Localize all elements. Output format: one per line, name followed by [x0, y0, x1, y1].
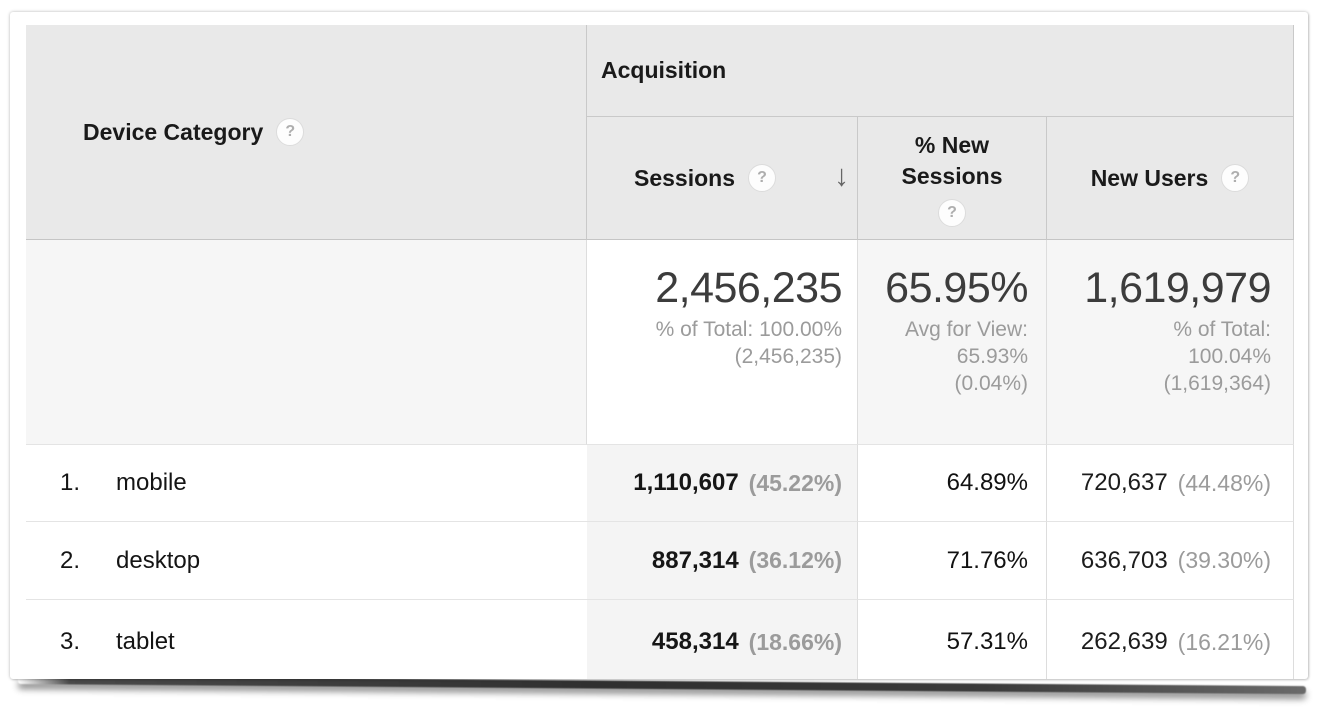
percent-new-sessions-note-line1: Avg for View:	[905, 318, 1028, 342]
percent-new-sessions-label-line2: Sessions	[901, 162, 1003, 189]
percent-new-sessions-total: 65.95%	[885, 264, 1028, 312]
row-desktop-label-cell[interactable]: 2. desktop	[26, 522, 587, 600]
percent-new-sessions-value: 71.76%	[946, 546, 1028, 574]
row-index: 2.	[60, 546, 81, 574]
row-desktop-sessions-cell: 887,314 (36.12%)	[587, 522, 858, 600]
row-index: 1.	[60, 469, 81, 496]
new-users-percent: (16.21%)	[1177, 628, 1271, 655]
summary-percent-new-sessions-cell: 65.95% Avg for View: 65.93% (0.04%)	[858, 240, 1047, 445]
row-mobile-sessions-cell: 1,110,607 (45.22%)	[587, 445, 858, 522]
row-tablet-label-cell[interactable]: 3. tablet	[26, 600, 587, 679]
device-category-header[interactable]: Device Category ?	[26, 25, 587, 240]
row-desktop-percent-new-sessions-cell: 71.76%	[858, 522, 1047, 600]
new-users-note-line3: (1,619,364)	[1163, 372, 1271, 396]
percent-new-sessions-value: 64.89%	[946, 469, 1028, 496]
new-users-note-line2: 100.04%	[1188, 345, 1271, 369]
summary-empty-cell	[26, 240, 587, 445]
summary-sessions-cell: 2,456,235 % of Total: 100.00% (2,456,235…	[587, 240, 858, 445]
new-users-percent: (44.48%)	[1177, 469, 1271, 496]
new-users-total: 1,619,979	[1084, 264, 1271, 312]
acquisition-group-label: Acquisition	[601, 57, 727, 83]
new-users-value: 636,703	[1080, 546, 1168, 574]
sessions-total-note-line2: (2,456,235)	[734, 345, 842, 369]
device-label[interactable]: mobile	[116, 469, 187, 496]
acquisition-group-header: Acquisition	[587, 25, 1294, 117]
row-index: 3.	[60, 628, 81, 655]
sessions-total-note-line1: % of Total: 100.00%	[655, 318, 842, 342]
new-users-percent: (39.30%)	[1177, 547, 1271, 573]
sessions-header-label: Sessions	[634, 164, 735, 191]
new-users-value: 262,639	[1080, 628, 1168, 655]
analytics-report-card: Device Category ? Acquisition Sessions ?…	[10, 12, 1308, 679]
device-label[interactable]: desktop	[116, 546, 201, 574]
help-icon[interactable]: ?	[938, 198, 966, 227]
sessions-percent: (18.66%)	[748, 628, 842, 655]
new-users-header-label: New Users	[1090, 164, 1209, 191]
new-users-value: 720,637	[1080, 469, 1168, 496]
new-users-note-line1: % of Total:	[1173, 318, 1271, 342]
percent-new-sessions-value: 57.31%	[946, 628, 1028, 655]
summary-new-users-cell: 1,619,979 % of Total: 100.04% (1,619,364…	[1047, 240, 1294, 445]
row-desktop-new-users-cell: 636,703 (39.30%)	[1047, 522, 1294, 600]
help-icon[interactable]: ?	[748, 164, 776, 192]
row-mobile-new-users-cell: 720,637 (44.48%)	[1047, 445, 1294, 522]
sessions-percent: (36.12%)	[748, 547, 842, 573]
sort-descending-arrow-icon[interactable]: ↓	[834, 159, 849, 193]
device-label[interactable]: tablet	[116, 628, 175, 655]
percent-new-sessions-note-line2: 65.93%	[956, 345, 1028, 369]
row-tablet-sessions-cell: 458,314 (18.66%)	[587, 600, 858, 679]
row-mobile-label-cell[interactable]: 1. mobile	[26, 445, 587, 522]
device-category-header-label: Device Category	[83, 118, 264, 145]
percent-new-sessions-label-line1: % New	[914, 131, 990, 158]
sessions-total: 2,456,235	[655, 264, 842, 312]
row-tablet-percent-new-sessions-cell: 57.31%	[858, 600, 1047, 679]
percent-new-sessions-column-header[interactable]: % New Sessions ?	[858, 117, 1047, 240]
sessions-value: 887,314	[651, 546, 739, 574]
new-users-column-header[interactable]: New Users ?	[1047, 117, 1294, 240]
sessions-percent: (45.22%)	[748, 469, 842, 496]
sessions-value: 458,314	[651, 628, 739, 655]
sessions-value: 1,110,607	[633, 469, 739, 496]
device-category-table: Device Category ? Acquisition Sessions ?…	[26, 25, 1294, 679]
sessions-column-header[interactable]: Sessions ? ↓	[587, 117, 858, 240]
help-icon[interactable]: ?	[276, 118, 305, 146]
row-mobile-percent-new-sessions-cell: 64.89%	[858, 445, 1047, 522]
help-icon[interactable]: ?	[1221, 164, 1250, 192]
percent-new-sessions-note-line3: (0.04%)	[954, 372, 1028, 396]
row-tablet-new-users-cell: 262,639 (16.21%)	[1047, 600, 1294, 679]
